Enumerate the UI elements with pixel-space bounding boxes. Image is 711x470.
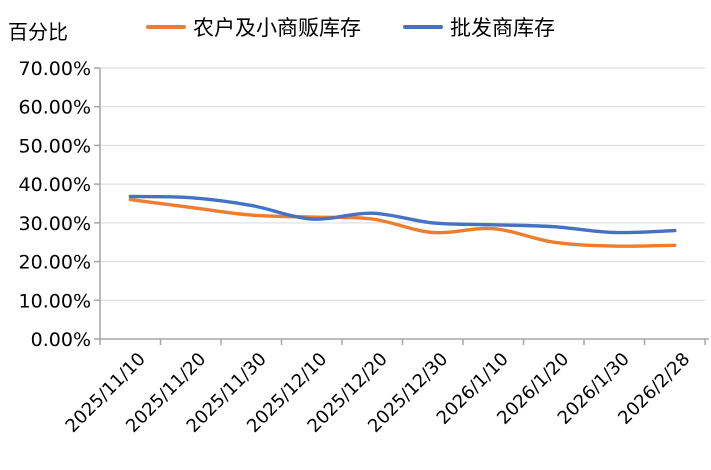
legend-item-farmers: 农户及小商贩库存 bbox=[146, 12, 361, 42]
legend-item-wholesalers: 批发商库存 bbox=[403, 12, 555, 42]
y-tick-label: 0.00% bbox=[31, 329, 91, 351]
y-tick-label: 60.00% bbox=[19, 97, 91, 119]
legend-line-swatch-blue bbox=[403, 25, 443, 29]
series-line-farmers bbox=[128, 197, 677, 248]
chart-legend: 农户及小商贩库存 批发商库存 bbox=[146, 12, 555, 42]
y-tick-label: 20.00% bbox=[19, 252, 91, 274]
legend-label: 批发商库存 bbox=[450, 16, 555, 40]
y-tick-label: 30.00% bbox=[19, 213, 91, 235]
y-tick-label: 70.00% bbox=[19, 58, 91, 80]
y-axis-title: 百分比 bbox=[8, 20, 68, 44]
y-tick-label: 50.00% bbox=[19, 135, 91, 157]
legend-line-swatch-orange bbox=[146, 25, 186, 29]
y-tick-label: 40.00% bbox=[19, 174, 91, 196]
legend-label: 农户及小商贩库存 bbox=[193, 16, 361, 40]
series-line-wholesalers bbox=[128, 194, 677, 235]
y-tick-label: 10.00% bbox=[19, 290, 91, 312]
